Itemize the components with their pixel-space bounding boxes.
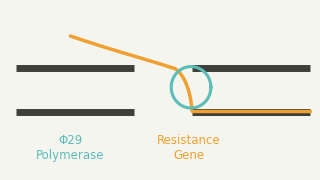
Text: Resistance
Gene: Resistance Gene (157, 134, 220, 162)
Text: Φ29
Polymerase: Φ29 Polymerase (36, 134, 105, 162)
